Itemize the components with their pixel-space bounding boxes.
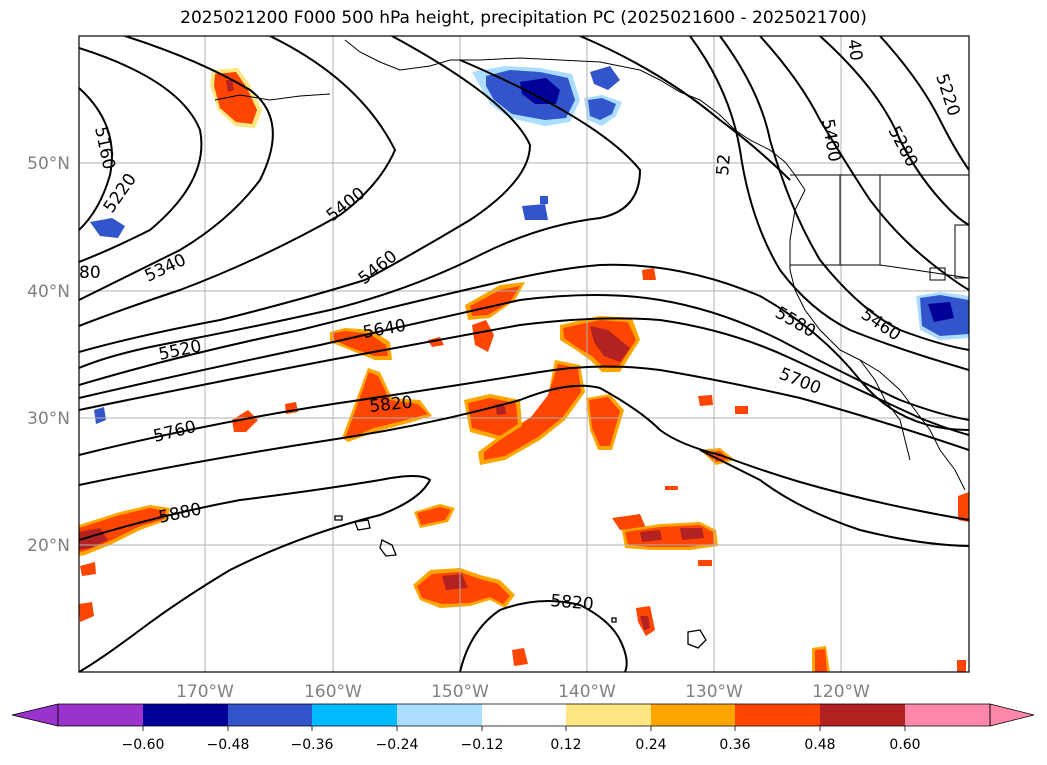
colorbar-segment (397, 704, 482, 726)
colorbar-tick: 0.12 (550, 737, 581, 753)
colorbar-segment (989, 703, 1035, 727)
longitude-labels: 170°W 160°W 150°W 140°W 130°W 120°W (176, 682, 870, 702)
colorbar-tick: −0.36 (291, 737, 334, 753)
colorbar-segment (820, 704, 905, 726)
colorbar-segment (566, 704, 651, 726)
colorbar-segment (11, 703, 59, 727)
colorbar-tick: 0.36 (719, 737, 750, 753)
colorbar-tick: −0.24 (376, 737, 419, 753)
islands (334, 515, 707, 649)
lat-label: 20°N (27, 536, 70, 556)
colorbar-tick: 0.60 (889, 737, 920, 753)
map-panel: 5160 5220 80 5340 5400 5460 5520 5640 57… (79, 36, 969, 672)
latitude-labels: 50°N 40°N 30°N 20°N (27, 154, 70, 556)
coastlines (214, 39, 969, 491)
lon-label: 140°W (558, 682, 616, 702)
height-contours (79, 36, 969, 672)
colorbar-segment (312, 704, 397, 726)
colorbar-segment (482, 704, 567, 726)
colorbar: −0.60 −0.48 −0.36 −0.24 −0.12 0.12 0.24 … (11, 703, 1035, 753)
precip-positive-areas (79, 68, 969, 672)
colorbar-segment (58, 704, 143, 726)
colorbar-tick: −0.12 (461, 737, 504, 753)
contour-label: 40 (843, 38, 866, 62)
colorbar-segment (143, 704, 228, 726)
contour-label: 52 (713, 153, 735, 176)
contour-label: 80 (79, 263, 101, 283)
colorbar-segment (228, 704, 313, 726)
graticule (79, 36, 969, 672)
lon-label: 150°W (431, 682, 489, 702)
lat-label: 50°N (27, 154, 70, 174)
colorbar-tick: −0.48 (207, 737, 250, 753)
colorbar-segment (651, 704, 736, 726)
colorbar-segment (735, 704, 820, 726)
colorbar-tick: 0.24 (635, 737, 666, 753)
lon-label: 160°W (304, 682, 362, 702)
contour-label: 5820 (550, 591, 595, 615)
lat-label: 30°N (27, 409, 70, 429)
colorbar-tick: −0.60 (122, 737, 165, 753)
lon-label: 170°W (176, 682, 234, 702)
lon-label: 120°W (812, 682, 870, 702)
map-frame (78, 35, 970, 673)
contour-label: 5820 (368, 393, 413, 417)
figure-title: 2025021200 F000 500 hPa height, precipit… (180, 8, 867, 28)
lat-label: 40°N (27, 282, 70, 302)
lon-label: 130°W (685, 682, 743, 702)
colorbar-tick: 0.48 (804, 737, 835, 753)
colorbar-segment (905, 704, 990, 726)
